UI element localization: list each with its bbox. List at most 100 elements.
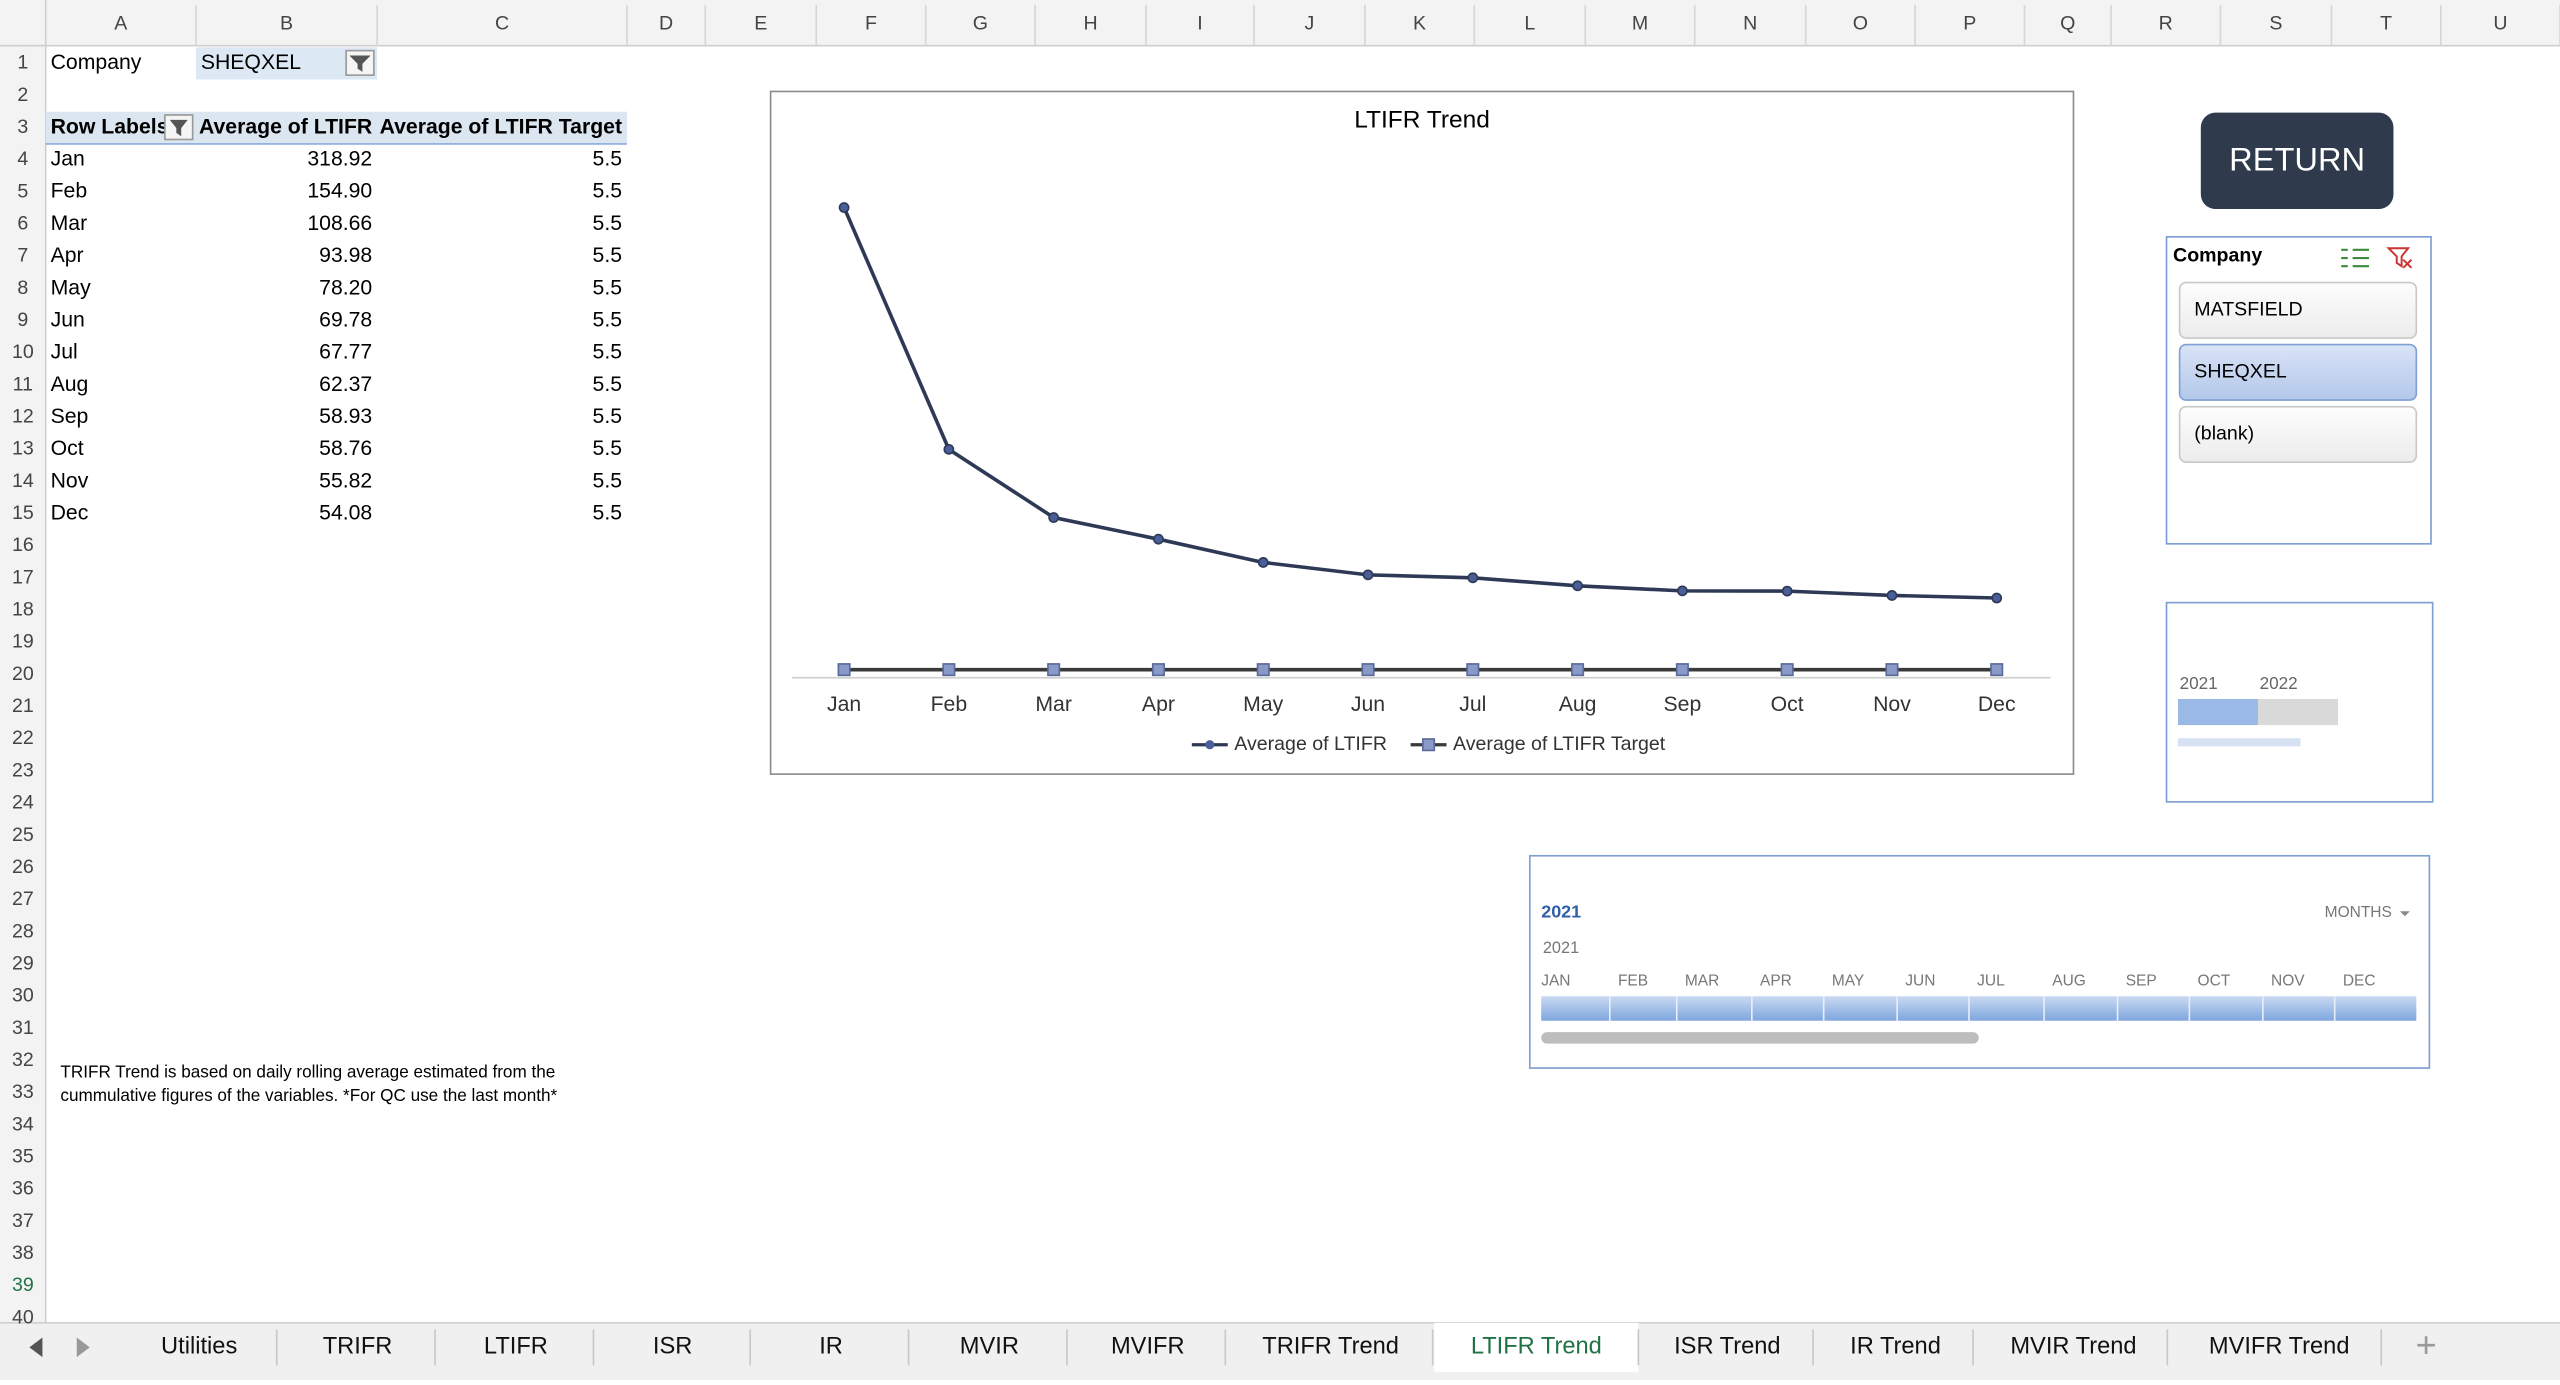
timeline-year: 2021 [1543, 939, 1579, 957]
timeline-month: JUL [1977, 973, 2005, 990]
slicer-multiselect[interactable] [2341, 248, 2369, 268]
tab-next[interactable] [76, 1337, 90, 1358]
point [838, 202, 850, 213]
slicer-item[interactable] [2178, 405, 2418, 463]
sheet-tab[interactable]: Utilities [161, 1334, 237, 1360]
timeline-bar[interactable] [1541, 996, 2417, 1021]
row-header: 11 [13, 373, 33, 395]
row-header: 40 [12, 1306, 34, 1328]
sheet-tab[interactable]: MVIR Trend [2010, 1334, 2136, 1360]
row-header-bar [0, 45, 46, 1323]
sheet-tab[interactable]: MVIR [960, 1334, 1019, 1360]
cell: Aug [51, 373, 89, 396]
sheet-tab[interactable]: ISR Trend [1674, 1334, 1780, 1360]
sheet-tab[interactable]: TRIFR [323, 1334, 393, 1360]
column-header: R [2159, 13, 2173, 35]
cell: 154.90 [307, 180, 372, 203]
point [942, 663, 956, 677]
point [1048, 512, 1060, 523]
x-tick-label: Sep [1663, 693, 1701, 716]
sheet-tab[interactable]: LTIFR Trend [1471, 1334, 1602, 1360]
row-header: 23 [12, 759, 34, 781]
row-header: 7 [17, 245, 28, 267]
year-bar[interactable] [2257, 698, 2338, 726]
x-tick-label: Feb [931, 693, 968, 716]
return-button[interactable] [2200, 112, 2394, 210]
row-header: 32 [12, 1049, 34, 1071]
row-header: 31 [12, 1017, 34, 1039]
slicer-title: Company [2173, 245, 2262, 267]
row-header: 17 [12, 566, 34, 588]
point [1991, 592, 2003, 604]
header-row [45, 111, 627, 144]
timeline-month: JAN [1541, 973, 1570, 990]
cell: Row Labels [51, 115, 169, 138]
sheet-tab[interactable]: IR Trend [1850, 1334, 1941, 1360]
column-header: T [2380, 13, 2392, 35]
sheet-tab[interactable]: IR [819, 1334, 843, 1360]
filter-icon [169, 119, 188, 137]
x-tick-label: Mar [1035, 693, 1072, 716]
cell: Jun [51, 308, 85, 331]
timeline-month: SEP [2126, 973, 2157, 990]
sheet-tab[interactable]: LTIFR [484, 1334, 548, 1360]
cell: 5.5 [593, 469, 622, 492]
point [1257, 557, 1269, 568]
tab-prev[interactable] [29, 1337, 43, 1358]
add-sheet[interactable]: + [2416, 1324, 2437, 1365]
row-header: 38 [12, 1242, 34, 1264]
point [1362, 569, 1374, 581]
sheet-tab[interactable]: MVIFR Trend [2209, 1334, 2350, 1360]
row-header: 4 [17, 148, 28, 170]
column-header: Q [2060, 13, 2075, 35]
cell: 69.78 [319, 308, 372, 331]
row-header: 9 [17, 309, 28, 331]
column-header: E [754, 13, 767, 35]
slicer-item[interactable] [2178, 281, 2418, 339]
timeline-period-arrow[interactable] [2400, 911, 2410, 917]
row-header: 21 [12, 695, 34, 717]
filter-button[interactable] [345, 49, 375, 76]
column-header: P [1963, 13, 1976, 35]
column-header: D [659, 13, 673, 35]
column-header: A [114, 13, 128, 35]
row-header: 12 [12, 406, 34, 428]
point [1885, 663, 1899, 677]
timeline-month: MAR [1685, 973, 1719, 990]
cell: Mar [51, 212, 88, 235]
cell: May [51, 276, 91, 299]
column-header: B [280, 13, 293, 35]
slicer-clear[interactable] [2386, 247, 2413, 269]
button-label: RETURN [2229, 140, 2365, 177]
row-header: 37 [12, 1210, 34, 1232]
slicer-item[interactable] [2178, 343, 2418, 401]
cell: 108.66 [307, 212, 372, 235]
point [1675, 663, 1689, 677]
timeline-month: JUN [1905, 973, 1935, 990]
row-header: 18 [12, 599, 34, 621]
row-header: 16 [12, 534, 34, 556]
note: TRIFR Trend is based on daily rolling av… [60, 1062, 555, 1082]
point [1047, 663, 1061, 677]
cell: Oct [51, 437, 84, 460]
sheet-tab[interactable]: ISR [653, 1334, 692, 1360]
row-header: 6 [17, 212, 28, 234]
cell: 5.5 [593, 405, 622, 428]
cell: 58.93 [319, 405, 372, 428]
x-tick-label: May [1243, 693, 1283, 716]
year-bar[interactable] [2177, 698, 2258, 726]
cell: Apr [51, 244, 84, 267]
cell: 55.82 [319, 469, 372, 492]
sheet-tab[interactable]: MVIFR [1111, 1334, 1185, 1360]
column-header: M [1632, 13, 1648, 35]
sheet-tab[interactable]: TRIFR Trend [1262, 1334, 1399, 1360]
point [1676, 585, 1688, 597]
slicer-item-label: MATSFIELD [2194, 298, 2302, 320]
cell: Nov [51, 469, 89, 492]
cell: 78.20 [319, 276, 372, 299]
timeline-scroll[interactable] [1541, 1032, 1979, 1044]
cell: Jul [51, 341, 78, 364]
note: cummulative figures of the variables. *F… [60, 1085, 557, 1105]
column-header: I [1197, 13, 1202, 35]
cell: 67.77 [319, 341, 372, 364]
